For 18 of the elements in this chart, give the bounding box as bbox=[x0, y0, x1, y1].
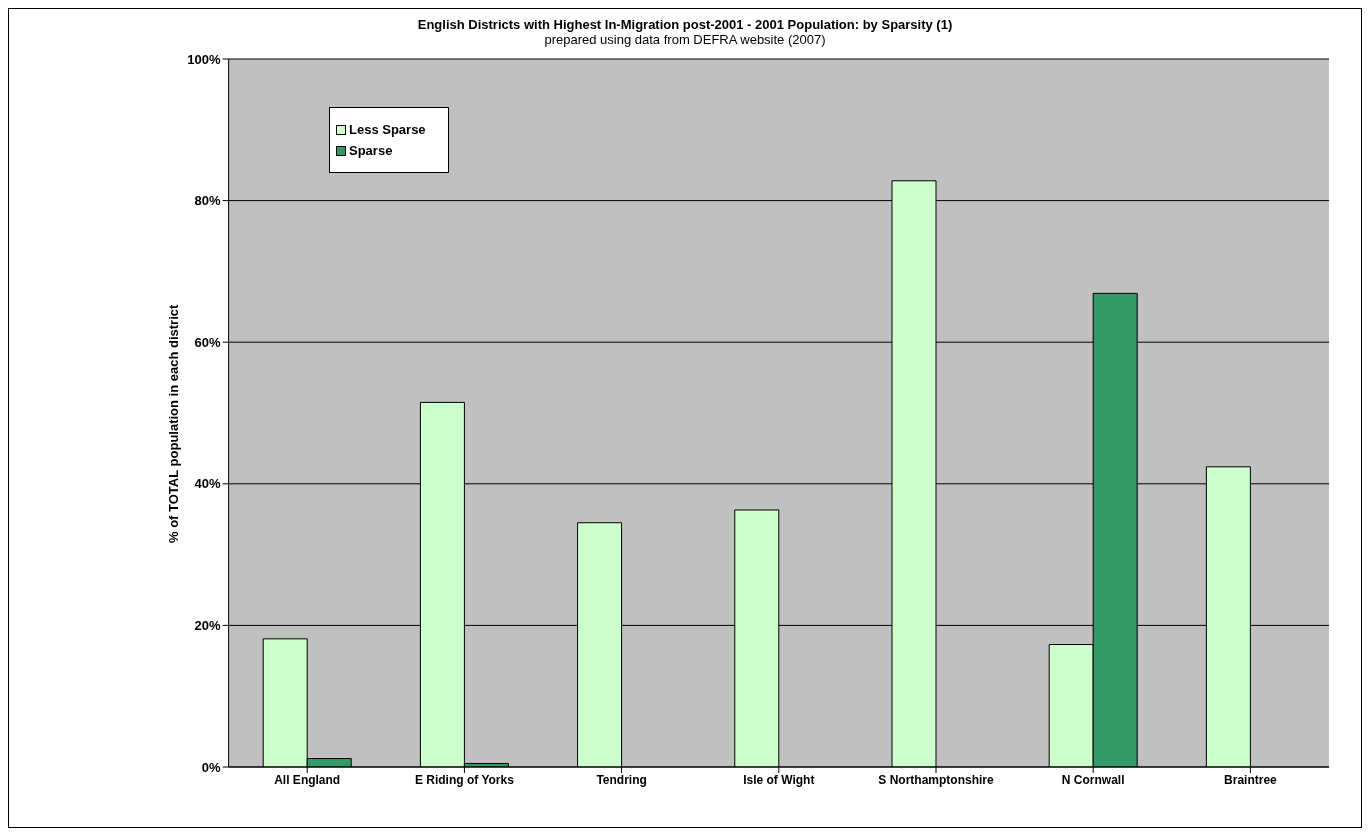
x-tick-label: S Northamptonshire bbox=[878, 772, 994, 787]
chart-subtitle: prepared using data from DEFRA website (2007) bbox=[543, 32, 827, 47]
legend-label: Sparse bbox=[348, 143, 394, 158]
y-tick-label: 20% bbox=[194, 618, 222, 634]
y-tick-label: 60% bbox=[194, 334, 222, 350]
y-tick-label: 0% bbox=[201, 759, 222, 775]
y-tick-label: 80% bbox=[194, 193, 222, 209]
x-tick-label: E Riding of Yorks bbox=[414, 772, 515, 787]
x-tick-label: Tendring bbox=[596, 772, 647, 787]
x-tick-label: Braintree bbox=[1224, 772, 1278, 787]
y-axis-title: % of TOTAL population in each district bbox=[166, 303, 182, 543]
y-tick-label: 40% bbox=[194, 476, 222, 492]
chart-title: English Districts with Highest In-Migration post-2001 - 2001 Population: by Sparsity (1) bbox=[416, 17, 954, 32]
legend-label: Less Sparse bbox=[348, 122, 426, 137]
x-tick-label: All England bbox=[274, 772, 341, 787]
y-tick-label: 100% bbox=[187, 51, 222, 67]
x-tick-label: Isle of Wight bbox=[743, 772, 815, 787]
x-tick-label: N Cornwall bbox=[1061, 772, 1125, 787]
